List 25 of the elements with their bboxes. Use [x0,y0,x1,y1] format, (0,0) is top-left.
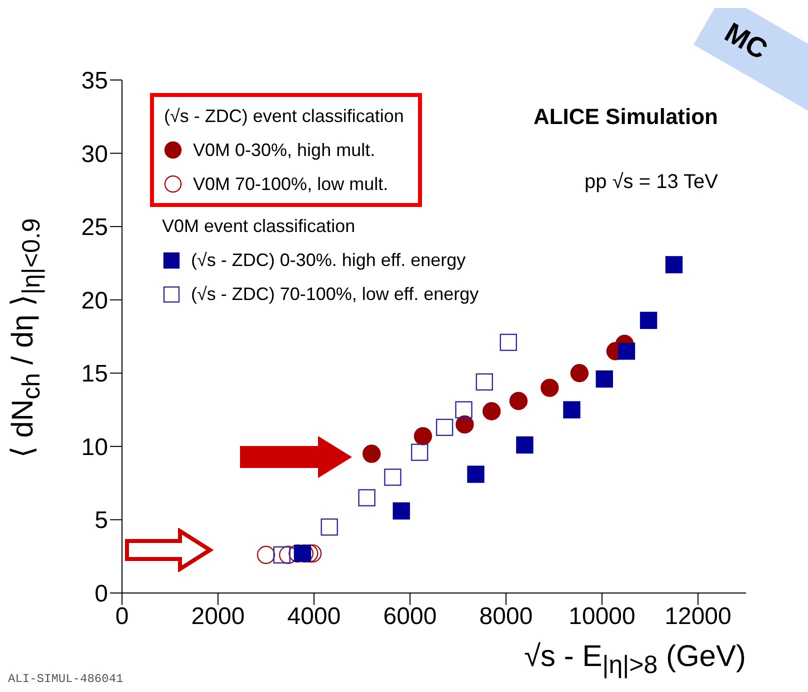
x-tick-label: 0 [115,603,129,630]
y-tick-label: 25 [81,214,108,242]
x-tick-label: 12000 [664,603,732,630]
text: ALI-SIMUL-486041 [8,672,124,686]
x-tick-label: 2000 [191,603,245,630]
annotation: ALICE Simulation [533,104,718,130]
y-tick-label: 5 [94,507,108,534]
legend-label: (√s - ZDC) 70-100%, low eff. energy [191,284,479,304]
y-tick-label: 30 [81,140,108,168]
legend-label: V0M 70-100%, low mult. [193,174,388,194]
y-tick-label: 20 [81,287,108,314]
x-tick-label: 10000 [568,603,636,630]
annotation: (√s - ZDC) event classification [164,105,404,128]
y-tick-label: 35 [81,68,108,95]
legend-label: V0M 0-30%, high mult. [193,140,376,160]
y-tick-label: 15 [81,360,108,388]
y-tick-label: 10 [81,434,108,461]
x-tick-label: 8000 [479,603,533,630]
y-tick-label: 0 [94,580,108,608]
x-tick-label: 6000 [383,603,437,630]
x-tick-label: 4000 [287,603,341,630]
legend-label: (√s - ZDC) 0-30%. high eff. energy [191,250,466,270]
x-axis-title: √s - E$_{|η|>8}$ (GeV) [524,640,746,680]
annotation: pp √s = 13 TeV [584,171,718,194]
annotation: V0M event classification [162,215,356,238]
